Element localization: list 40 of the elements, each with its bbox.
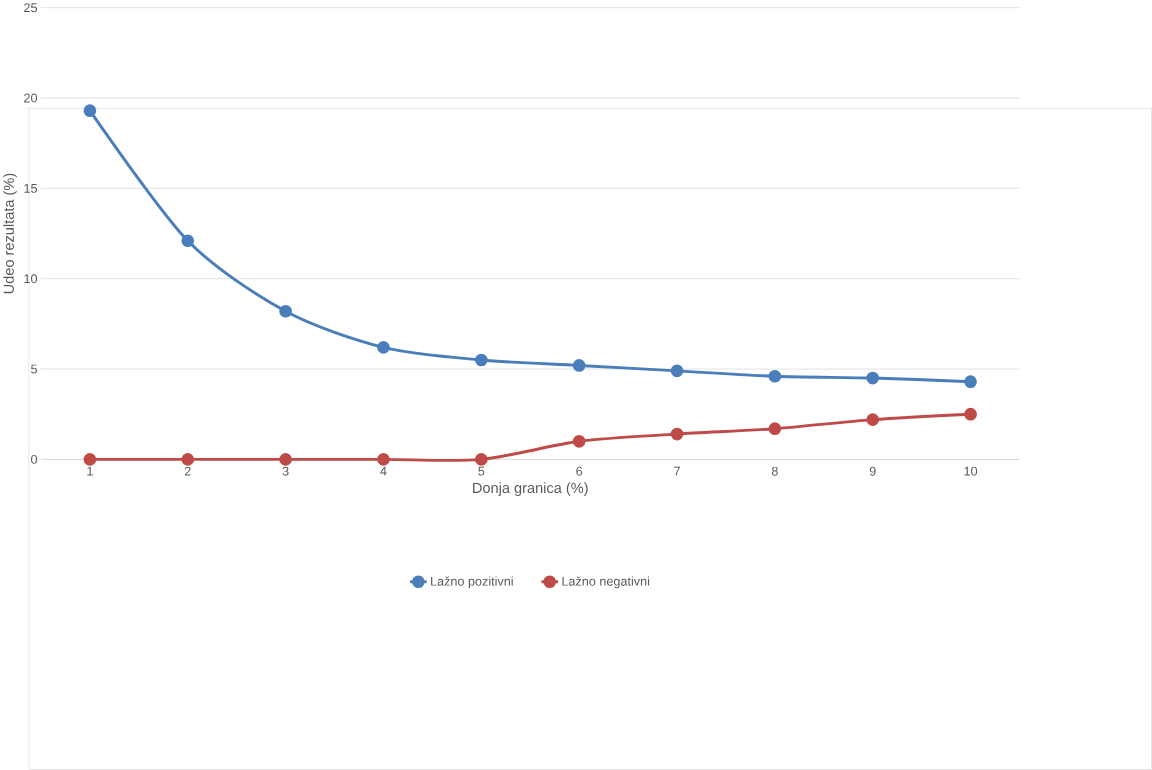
y-tick-label: 25 [24,3,38,13]
point [279,453,292,466]
legend-label: Lažno pozitivni [431,576,513,589]
x-tick-label: 1 [87,466,93,476]
y-tick-label: 0 [31,454,38,464]
point [866,413,880,426]
point [181,234,195,248]
y-tick-label: 20 [24,93,38,103]
x-tick-label: 5 [478,466,485,476]
legend-label: Lažno negativni [562,576,650,589]
point [181,453,195,466]
point [670,364,684,378]
y-tick-label: 5 [31,364,38,374]
point [670,427,684,441]
x-tick-label: 3 [282,466,289,476]
point [474,453,488,466]
y-tick-label: 10 [24,274,38,284]
x-tick-label: 7 [674,466,680,476]
y-tick-label: 15 [24,183,38,193]
point [83,453,97,466]
point [377,341,390,354]
point [572,434,586,448]
point [279,304,292,318]
point [377,453,390,466]
y-axis-title: Udeo rezultata (%) [3,173,17,294]
point [866,371,880,385]
x-tick-label: 2 [184,466,191,476]
point [474,353,488,367]
x-tick-label: 6 [576,466,583,476]
x-axis-title: Donja granica (%) [473,482,588,496]
point [83,104,97,118]
x-tick-label: 10 [964,466,978,476]
point [964,375,977,389]
x-tick-label: 8 [771,466,778,476]
x-tick-label: 4 [380,466,387,476]
point [572,359,586,372]
point [768,422,782,435]
point [768,369,782,383]
point [964,407,977,421]
x-tick-label: 9 [869,466,876,476]
